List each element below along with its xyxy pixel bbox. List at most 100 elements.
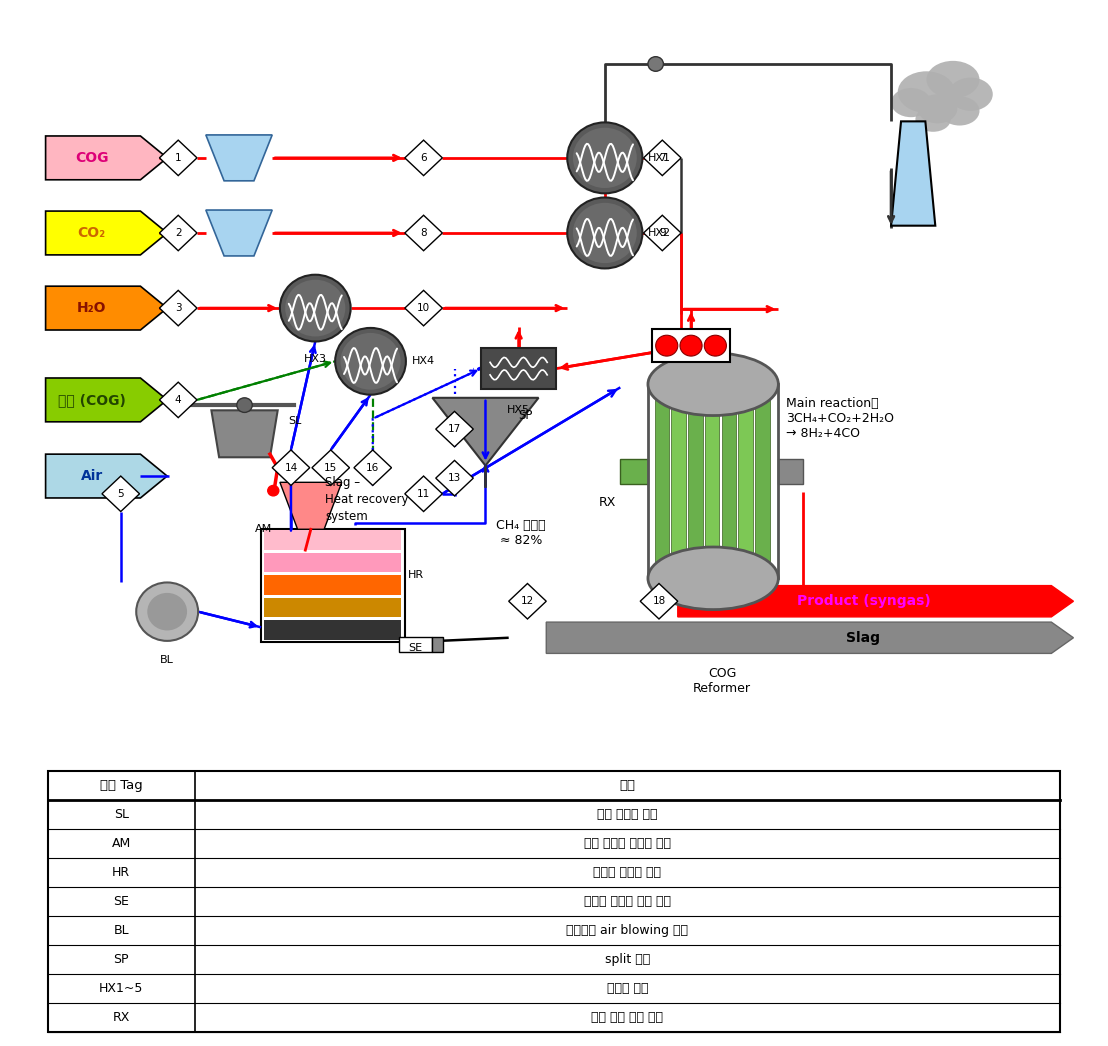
- Text: 열교환 장치: 열교환 장치: [607, 982, 648, 995]
- Ellipse shape: [891, 88, 931, 117]
- Text: AM: AM: [255, 524, 273, 535]
- Polygon shape: [404, 215, 442, 251]
- Text: 2: 2: [175, 228, 182, 238]
- Text: Slag: Slag: [847, 631, 881, 644]
- Circle shape: [136, 583, 198, 641]
- Circle shape: [285, 279, 346, 337]
- Text: SL: SL: [114, 809, 129, 821]
- Text: 16: 16: [366, 462, 379, 473]
- Polygon shape: [435, 411, 473, 447]
- Bar: [261, 529, 404, 642]
- Polygon shape: [102, 476, 140, 511]
- Text: 3: 3: [175, 303, 182, 313]
- FancyArrow shape: [546, 622, 1074, 654]
- Polygon shape: [160, 215, 197, 251]
- Circle shape: [573, 203, 637, 264]
- Text: split 장치: split 장치: [605, 953, 650, 967]
- Text: H₂O: H₂O: [78, 301, 106, 315]
- Text: 18: 18: [653, 596, 666, 607]
- Bar: [265, 575, 401, 595]
- Text: RX: RX: [113, 1011, 130, 1024]
- Polygon shape: [212, 410, 278, 457]
- Circle shape: [648, 56, 664, 71]
- Text: 1: 1: [175, 153, 182, 163]
- Circle shape: [340, 333, 401, 390]
- Polygon shape: [644, 140, 681, 176]
- Bar: [738, 384, 752, 578]
- Text: BL: BL: [161, 656, 174, 665]
- Polygon shape: [45, 211, 167, 255]
- Text: 13: 13: [448, 473, 461, 483]
- Bar: [432, 637, 443, 653]
- Bar: [705, 384, 719, 578]
- Text: 열교환용 air blowing 장치: 열교환용 air blowing 장치: [566, 925, 688, 937]
- Text: 7: 7: [659, 153, 666, 163]
- Text: CH₄ 전환율
≈ 82%: CH₄ 전환율 ≈ 82%: [496, 520, 545, 547]
- Polygon shape: [45, 287, 167, 329]
- Text: Air: Air: [81, 469, 103, 483]
- Bar: [265, 530, 401, 550]
- Polygon shape: [206, 210, 273, 256]
- Text: 4: 4: [175, 395, 182, 405]
- Polygon shape: [160, 140, 197, 176]
- Ellipse shape: [926, 61, 979, 98]
- Text: BL: BL: [113, 925, 130, 937]
- Polygon shape: [45, 136, 167, 180]
- Bar: [755, 384, 770, 578]
- Polygon shape: [160, 291, 197, 326]
- Text: 11: 11: [417, 488, 430, 499]
- Bar: [265, 553, 401, 572]
- Text: HX1: HX1: [648, 153, 671, 163]
- Bar: [481, 347, 556, 389]
- Circle shape: [567, 198, 643, 269]
- Polygon shape: [435, 460, 473, 496]
- Text: 연료 (COG): 연료 (COG): [58, 393, 125, 407]
- Polygon shape: [640, 584, 678, 619]
- Text: SE: SE: [113, 895, 130, 908]
- Circle shape: [147, 593, 187, 631]
- Polygon shape: [206, 135, 273, 181]
- Text: COG: COG: [75, 151, 109, 165]
- Text: 9: 9: [659, 228, 666, 238]
- Polygon shape: [509, 584, 546, 619]
- Circle shape: [335, 327, 406, 394]
- Text: 개질 촉매 반응 장치: 개질 촉매 반응 장치: [592, 1011, 664, 1024]
- Bar: [653, 328, 730, 362]
- Text: HR: HR: [112, 866, 131, 880]
- Text: 5: 5: [117, 488, 124, 499]
- Text: HX5: HX5: [507, 405, 530, 415]
- Text: 슬래그 열회수 장치: 슬래그 열회수 장치: [594, 866, 661, 880]
- Polygon shape: [160, 382, 197, 417]
- Text: 12: 12: [521, 596, 534, 607]
- Text: Product (syngas): Product (syngas): [797, 594, 931, 608]
- Polygon shape: [280, 482, 341, 529]
- Text: 설명: 설명: [619, 779, 636, 792]
- Ellipse shape: [917, 94, 957, 123]
- Text: 14: 14: [285, 462, 298, 473]
- Ellipse shape: [915, 107, 951, 132]
- Text: HX1~5: HX1~5: [99, 982, 144, 995]
- Ellipse shape: [948, 77, 993, 111]
- Polygon shape: [45, 378, 167, 422]
- Bar: [721, 384, 736, 578]
- Polygon shape: [404, 140, 442, 176]
- Bar: [265, 620, 401, 640]
- Bar: [48, 771, 1060, 1032]
- Polygon shape: [45, 454, 167, 498]
- Text: 10: 10: [417, 303, 430, 313]
- Polygon shape: [404, 476, 442, 511]
- Text: HX4: HX4: [411, 357, 434, 366]
- Text: AM: AM: [112, 837, 131, 850]
- Polygon shape: [891, 121, 935, 226]
- Text: RX: RX: [598, 496, 616, 508]
- Bar: [265, 598, 401, 617]
- Circle shape: [280, 275, 350, 341]
- Bar: [620, 459, 648, 484]
- Ellipse shape: [940, 96, 979, 126]
- Bar: [648, 384, 778, 578]
- Polygon shape: [353, 450, 391, 485]
- Text: SP: SP: [519, 409, 533, 422]
- Text: SE: SE: [408, 643, 422, 653]
- Polygon shape: [273, 450, 310, 485]
- Bar: [671, 384, 686, 578]
